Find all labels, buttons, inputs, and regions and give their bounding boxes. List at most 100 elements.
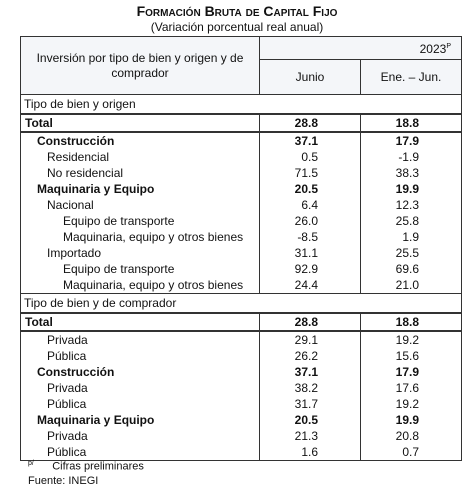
- row-label: Maquinaria y Equipo: [37, 413, 155, 427]
- cell-value: 19.2: [360, 331, 462, 348]
- row-label: Residencial: [47, 150, 110, 164]
- table-row: Maquinaria, equipo y otros bienes 24.4 21.…: [21, 277, 462, 294]
- cell-value: 26.2: [259, 348, 361, 364]
- year-header: 2023P: [259, 36, 462, 60]
- note-mark: p/: [28, 460, 34, 467]
- column-header: Ene. – Jun.: [360, 59, 462, 95]
- table-row: Equipo de transporte 92.9 69.6: [21, 261, 462, 277]
- cell-value: 17.9: [360, 364, 462, 380]
- row-label: Importado: [47, 246, 102, 260]
- note: p/ Cifras preliminares: [28, 457, 144, 474]
- table-row: Privada 29.1 19.2: [21, 331, 462, 348]
- column-header: Junio: [259, 59, 361, 95]
- year: 2023: [419, 42, 447, 56]
- table-row: Privada 21.3 20.8: [21, 428, 462, 444]
- cell-value: 38.3: [360, 165, 462, 181]
- subtitle: (Variación porcentual real anual): [150, 20, 324, 34]
- notes: p/ Cifras preliminares Fuente: INEGI: [28, 457, 144, 488]
- table-row: Maquinaria, equipo y otros bienes -8.5 1.9: [21, 229, 462, 245]
- table-row: Nacional 6.4 12.3: [21, 197, 462, 213]
- section-title: Tipo de bien y de comprador: [20, 293, 462, 314]
- label-header: Inversión por tipo de bien y origen y de…: [20, 36, 260, 95]
- cell-value: 37.1: [259, 132, 361, 149]
- table-row: Total 28.8 18.8: [20, 312, 462, 332]
- table-row: Residencial 0.5 -1.9: [21, 149, 462, 165]
- row-label: Maquinaria, equipo y otros bienes: [63, 278, 244, 292]
- cell-value: 12.3: [360, 197, 462, 213]
- cell-value: 28.8: [259, 113, 361, 133]
- row-label: Maquinaria y Equipo: [37, 182, 155, 196]
- cell-value: 28.8: [259, 312, 361, 332]
- table-row: Maquinaria y Equipo 20.5 19.9: [21, 181, 462, 197]
- cell-value: 1.6: [259, 444, 361, 461]
- cell-value: 21.3: [259, 428, 361, 444]
- cell-value: 38.2: [259, 380, 361, 396]
- row-label: Construcción: [37, 134, 115, 148]
- year-mark: P: [446, 43, 451, 50]
- cell-value: 18.8: [360, 113, 462, 133]
- section-row: Tipo de bien y origen: [20, 94, 462, 115]
- row-label: Privada: [47, 333, 88, 347]
- cell-value: 6.4: [259, 197, 361, 213]
- cell-value: 29.1: [259, 331, 361, 348]
- source: Fuente: INEGI: [28, 474, 99, 487]
- cell-value: -1.9: [360, 149, 462, 165]
- cell-value: 26.0: [259, 213, 361, 229]
- cell-value: 19.9: [360, 181, 462, 197]
- cell-value: 37.1: [259, 364, 361, 380]
- table-row: Maquinaria y Equipo 20.5 19.9: [21, 412, 462, 428]
- row-label: Equipo de transporte: [63, 262, 175, 276]
- row-label: Total: [20, 312, 260, 332]
- cell-value: 25.5: [360, 245, 462, 261]
- cell-value: 17.6: [360, 380, 462, 396]
- cell-value: 21.0: [360, 277, 462, 294]
- cell-value: 92.9: [259, 261, 361, 277]
- table-row: No residencial 71.5 38.3: [21, 165, 462, 181]
- row-label: Privada: [47, 429, 88, 443]
- table-row: Privada 38.2 17.6: [21, 380, 462, 396]
- row-label: Pública: [47, 397, 87, 411]
- table-row: Total 28.8 18.8: [20, 113, 462, 133]
- note-text: Cifras preliminares: [52, 460, 144, 473]
- title: Formación Bruta de Capital Fijo: [136, 3, 338, 19]
- row-label: No residencial: [47, 166, 124, 180]
- cell-value: 19.9: [360, 412, 462, 428]
- cell-value: 19.2: [360, 396, 462, 412]
- cell-value: 0.7: [360, 444, 462, 461]
- cell-value: 31.7: [259, 396, 361, 412]
- cell-value: 20.8: [360, 428, 462, 444]
- row-label: Pública: [47, 349, 87, 363]
- table-body: Tipo de bien y origen Total 28.8 18.8 Constr…: [20, 94, 462, 461]
- cell-value: 18.8: [360, 312, 462, 332]
- cell-value: 0.5: [259, 149, 361, 165]
- table-row: Pública 31.7 19.2: [21, 396, 462, 412]
- row-label: Total: [20, 113, 260, 133]
- cell-value: 20.5: [259, 412, 361, 428]
- cell-value: 17.9: [360, 132, 462, 149]
- table-row: Construcción 37.1 17.9: [21, 132, 462, 149]
- row-label: Nacional: [47, 198, 94, 212]
- row-label: Pública: [47, 445, 87, 459]
- cell-value: 25.8: [360, 213, 462, 229]
- table-row: Construcción 37.1 17.9: [21, 364, 462, 380]
- row-label: Equipo de transporte: [63, 214, 175, 228]
- cell-value: 1.9: [360, 229, 462, 245]
- cell-value: 24.4: [259, 277, 361, 294]
- data-table: Inversión por tipo de bien y origen y de…: [20, 36, 462, 461]
- table-row: Pública 1.6 0.7: [21, 444, 462, 461]
- row-label: Construcción: [37, 365, 115, 379]
- cell-value: 15.6: [360, 348, 462, 364]
- table-row: Importado 31.1 25.5: [21, 245, 462, 261]
- cell-value: 31.1: [259, 245, 361, 261]
- table-row: Equipo de transporte 26.0 25.8: [21, 213, 462, 229]
- cell-value: 71.5: [259, 165, 361, 181]
- row-label: Maquinaria, equipo y otros bienes: [63, 230, 244, 244]
- cell-value: 20.5: [259, 181, 361, 197]
- cell-value: 69.6: [360, 261, 462, 277]
- table-row: Pública 26.2 15.6: [21, 348, 462, 364]
- section-title: Tipo de bien y origen: [20, 94, 462, 115]
- row-label: Privada: [47, 381, 88, 395]
- cell-value: -8.5: [259, 229, 361, 245]
- section-row: Tipo de bien y de comprador: [20, 293, 462, 314]
